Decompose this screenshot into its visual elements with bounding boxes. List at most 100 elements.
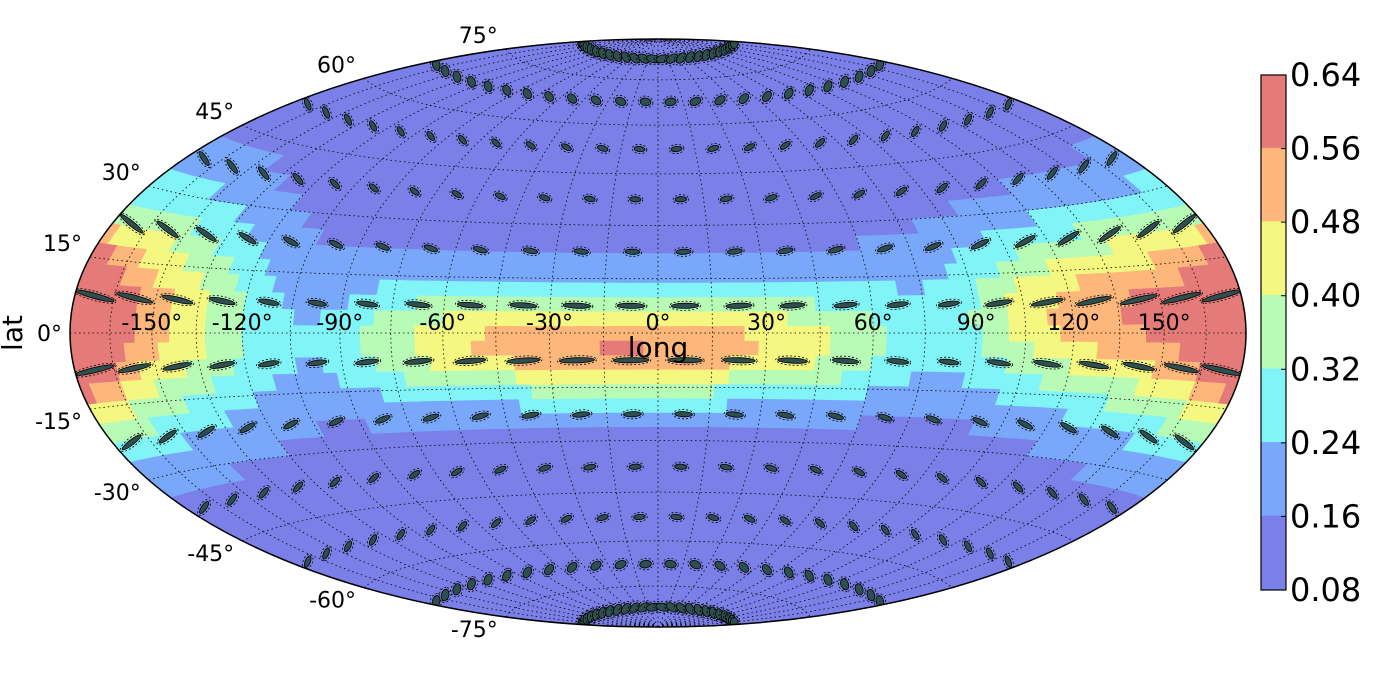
contour-cell bbox=[585, 368, 602, 385]
error-ellipse bbox=[1099, 423, 1121, 440]
error-ellipse bbox=[520, 86, 534, 102]
error-ellipse bbox=[492, 190, 508, 202]
error-ellipse bbox=[627, 50, 642, 66]
error-ellipse bbox=[807, 463, 824, 476]
contour-cell bbox=[387, 294, 405, 311]
error-ellipse bbox=[852, 68, 866, 85]
error-ellipse bbox=[500, 82, 514, 98]
contour-cell bbox=[599, 339, 616, 356]
error-ellipse bbox=[450, 581, 464, 598]
contour-cell bbox=[899, 309, 916, 326]
latitude-tick-label: 45° bbox=[195, 100, 234, 125]
contour-cell bbox=[715, 310, 731, 327]
contour-cell bbox=[629, 253, 645, 269]
error-ellipse bbox=[720, 355, 758, 366]
contour-cell bbox=[699, 383, 716, 399]
error-ellipse bbox=[558, 512, 575, 525]
contour-cell bbox=[629, 397, 645, 413]
error-ellipse bbox=[464, 73, 478, 90]
error-ellipse bbox=[256, 358, 282, 370]
error-ellipse bbox=[893, 184, 910, 199]
contour-cell bbox=[643, 368, 659, 385]
contour-cell bbox=[686, 339, 702, 356]
error-ellipse bbox=[665, 355, 705, 366]
error-ellipse bbox=[631, 143, 648, 155]
error-ellipse bbox=[455, 299, 486, 311]
contour-cell bbox=[556, 339, 572, 356]
contour-cell bbox=[739, 252, 757, 269]
contour-cell bbox=[570, 339, 587, 356]
colorbar-tick-label: 0.48 bbox=[1290, 203, 1361, 241]
longitude-tick-label: -120° bbox=[212, 311, 273, 336]
contour-cell bbox=[484, 339, 501, 356]
contour-cell bbox=[787, 310, 803, 327]
meridian-line bbox=[289, 39, 659, 627]
error-ellipse bbox=[781, 564, 796, 581]
error-ellipse bbox=[637, 95, 654, 109]
contour-cell bbox=[470, 310, 487, 327]
error-ellipse bbox=[1137, 427, 1160, 446]
contour-cell bbox=[615, 267, 631, 283]
longitude-tick-label: 120° bbox=[1047, 311, 1100, 336]
error-ellipse bbox=[802, 82, 816, 99]
error-ellipse bbox=[712, 93, 728, 108]
error-ellipse bbox=[922, 240, 944, 253]
error-ellipse bbox=[668, 300, 702, 311]
contour-cell bbox=[615, 253, 632, 269]
error-ellipse bbox=[802, 567, 816, 584]
contour-cell bbox=[458, 369, 476, 386]
contour-cell bbox=[558, 383, 575, 399]
error-ellipse bbox=[456, 133, 469, 147]
contour-cell bbox=[698, 253, 715, 269]
contour-cell bbox=[500, 280, 518, 297]
meridian-line bbox=[603, 39, 659, 627]
contour-cell bbox=[1096, 341, 1112, 360]
contour-cell bbox=[772, 339, 789, 356]
error-ellipse bbox=[672, 194, 689, 205]
colorbar-swatch bbox=[1261, 516, 1286, 591]
contour-cell bbox=[994, 340, 1010, 358]
error-ellipse bbox=[1117, 292, 1160, 307]
contour-cell bbox=[657, 267, 673, 283]
contour-cell bbox=[713, 267, 730, 283]
error-ellipse bbox=[984, 104, 996, 121]
error-ellipse bbox=[937, 532, 949, 548]
contour-cell bbox=[643, 267, 659, 283]
latitude-tick-label: 75° bbox=[459, 24, 498, 49]
contour-cell bbox=[532, 398, 550, 414]
contour-cell bbox=[600, 281, 616, 298]
error-ellipse bbox=[662, 95, 679, 109]
error-ellipse bbox=[759, 88, 774, 104]
error-ellipse bbox=[1010, 479, 1026, 495]
contour-cell bbox=[557, 368, 574, 385]
error-ellipse bbox=[864, 62, 878, 80]
latitude-tick-label: 15° bbox=[43, 232, 82, 257]
error-ellipse bbox=[564, 560, 580, 575]
colorbar-tick-label: 0.08 bbox=[1290, 571, 1361, 609]
y-axis-title: lat bbox=[0, 315, 29, 351]
error-ellipse bbox=[1105, 499, 1119, 516]
error-ellipse bbox=[973, 176, 989, 192]
error-ellipse bbox=[705, 512, 722, 523]
contour-cell bbox=[513, 339, 529, 356]
contour-cell bbox=[643, 296, 659, 312]
error-ellipse bbox=[464, 576, 478, 593]
contour-cell bbox=[600, 383, 617, 399]
contour-cell bbox=[714, 296, 731, 312]
error-ellipse bbox=[455, 519, 470, 534]
contour-cell bbox=[940, 309, 957, 326]
error-ellipse bbox=[305, 357, 330, 369]
contour-cell bbox=[628, 281, 645, 298]
error-ellipse bbox=[206, 295, 238, 307]
contour-cell bbox=[267, 340, 283, 359]
error-ellipse bbox=[537, 192, 553, 204]
contour-cell bbox=[498, 339, 515, 356]
contour-cell bbox=[657, 383, 673, 399]
colorbar-tick-label: 0.16 bbox=[1290, 497, 1361, 535]
error-ellipse bbox=[320, 104, 332, 121]
error-ellipse bbox=[542, 562, 557, 578]
contour-cell bbox=[1046, 340, 1062, 359]
contour-cell bbox=[685, 368, 702, 385]
meridian-line bbox=[657, 39, 713, 627]
error-ellipse bbox=[1013, 233, 1038, 250]
